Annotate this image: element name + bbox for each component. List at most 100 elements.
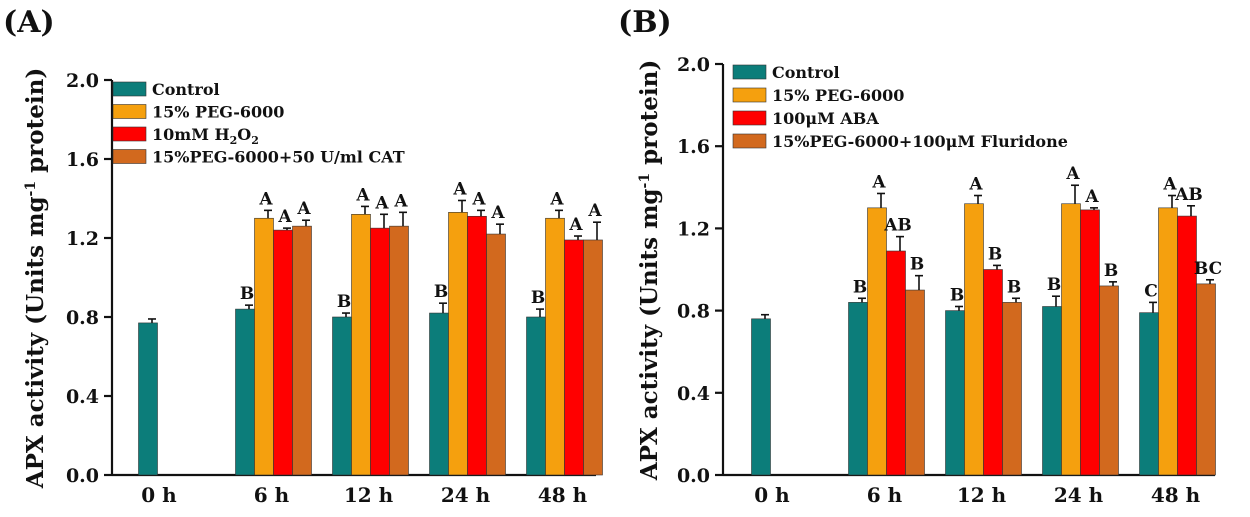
y-tick-label: 1.6	[677, 136, 710, 158]
legend-swatch	[732, 110, 767, 126]
bar	[983, 269, 1003, 476]
legend-swatch	[112, 81, 147, 97]
significance-letter: A	[258, 189, 273, 209]
panel-label: (B)	[618, 5, 672, 40]
bar	[273, 229, 293, 476]
x-tick-label: 12 h	[957, 483, 1007, 507]
bar	[389, 225, 409, 476]
legend-label: 15%PEG-6000+100μM Fluridone	[772, 132, 1068, 151]
legend-swatch	[732, 133, 767, 149]
y-tick-label: 1.2	[66, 228, 99, 250]
legend-label: 15% PEG-6000	[152, 103, 284, 122]
legend-label: 100μM ABA	[772, 109, 879, 128]
legend-label: 15%PEG-6000+50 U/ml CAT	[152, 148, 405, 167]
chart-panel-b: (B) APX activity (Units mg-1 protein) 0.0 0…	[618, 5, 1222, 507]
bar	[1099, 285, 1119, 476]
y-tick-label: 0.8	[66, 307, 99, 329]
legend-swatch	[732, 64, 767, 80]
bar	[1158, 207, 1178, 476]
bar	[486, 233, 506, 476]
legend-label: 10mM H2O2	[152, 125, 259, 147]
x-tick-label: 0 h	[141, 483, 177, 507]
significance-letter: A	[393, 191, 408, 211]
significance-letter: B	[988, 244, 1002, 264]
bar	[1080, 209, 1100, 476]
legend: Control 15% PEG-6000 10mM H2O215%PEG-6000+…	[112, 80, 405, 167]
bar	[370, 227, 390, 476]
x-tick-label: 12 h	[344, 483, 394, 507]
x-tick-label: 0 h	[754, 483, 790, 507]
bar	[905, 289, 925, 476]
x-tick-label: 24 h	[441, 483, 491, 507]
significance-letter: B	[531, 288, 545, 308]
bar	[751, 318, 771, 476]
x-tick-label: 6 h	[867, 483, 903, 507]
x-tick-label: 6 h	[254, 483, 290, 507]
y-axis-label: APX activity (Units mg-1 protein)	[22, 68, 49, 489]
significance-letter: B	[240, 284, 254, 304]
significance-letter: A	[296, 199, 311, 219]
x-tick-label: 48 h	[538, 483, 588, 507]
bar	[848, 302, 868, 476]
y-tick-label: 0.4	[66, 386, 99, 408]
bar	[1061, 203, 1081, 476]
bar	[886, 250, 906, 476]
significance-letter: B	[1047, 275, 1061, 295]
bar	[1042, 306, 1062, 476]
y-axis-label: APX activity (Units mg-1 protein)	[636, 60, 663, 481]
bar	[138, 322, 158, 476]
bar	[583, 239, 603, 476]
significance-letter: B	[1007, 277, 1021, 297]
bar	[1002, 302, 1022, 476]
bar	[545, 217, 565, 476]
significance-letter: B	[337, 292, 351, 312]
bar	[467, 215, 487, 476]
significance-letter: A	[277, 207, 292, 227]
significance-letter: A	[452, 179, 467, 199]
bar	[867, 207, 887, 476]
legend-swatch	[112, 104, 147, 119]
legend: Control 15% PEG-6000 100μM ABA 15%PEG-6000+…	[732, 63, 1068, 151]
significance-letter: BC	[1194, 259, 1222, 279]
bar	[1139, 312, 1159, 476]
bar	[1177, 215, 1197, 476]
bar	[429, 312, 449, 476]
chart-panel-a: (A) APX activity (Units mg-1 protein) 0.0 0…	[3, 5, 603, 507]
legend-label: 15% PEG-6000	[772, 86, 904, 105]
x-tick-label: 24 h	[1054, 483, 1104, 507]
bar	[351, 214, 371, 476]
significance-letter: A	[1162, 175, 1177, 195]
bar	[1196, 283, 1216, 476]
y-tick-label: 2.0	[677, 54, 710, 76]
bar	[292, 225, 312, 476]
significance-letter: B	[950, 285, 964, 305]
panel-label: (A)	[3, 5, 55, 40]
significance-letter: A	[374, 193, 389, 213]
significance-letter: A	[471, 189, 486, 209]
significance-letter: A	[490, 203, 505, 223]
significance-letter: A	[871, 172, 886, 192]
significance-letter: AB	[1174, 185, 1203, 205]
bar	[235, 308, 255, 476]
legend-label: Control	[152, 80, 220, 99]
y-tick-label: 1.2	[677, 218, 710, 240]
y-tick-label: 0.8	[677, 301, 710, 323]
bar	[332, 316, 352, 476]
significance-letter: A	[549, 189, 564, 209]
significance-letter: AB	[883, 216, 912, 236]
legend-swatch	[112, 149, 147, 164]
significance-letter: B	[853, 277, 867, 297]
significance-letter: A	[568, 215, 583, 235]
significance-letter: A	[587, 201, 602, 221]
legend-swatch	[732, 87, 767, 103]
significance-letter: B	[910, 255, 924, 275]
significance-letter: A	[968, 175, 983, 195]
bar	[964, 203, 984, 476]
significance-letter: A	[1084, 187, 1099, 207]
y-tick-label: 0.4	[677, 383, 710, 405]
y-tick-label: 1.6	[66, 149, 99, 171]
x-tick-label: 48 h	[1151, 483, 1201, 507]
bar	[254, 217, 274, 476]
y-tick-label: 0.0	[66, 465, 99, 487]
legend-swatch	[112, 126, 147, 142]
